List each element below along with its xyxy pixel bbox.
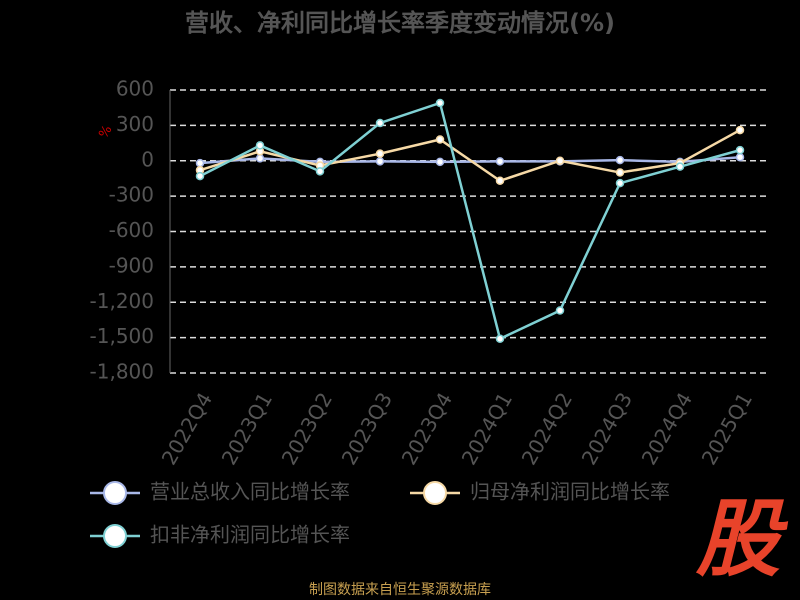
x-tick-label: 2022Q4 bbox=[157, 388, 217, 469]
x-tick-label: 2023Q3 bbox=[337, 388, 397, 469]
x-tick-label: 2024Q2 bbox=[517, 388, 577, 469]
point bbox=[255, 141, 265, 150]
point bbox=[495, 334, 505, 344]
y-tick-label: 0 bbox=[141, 147, 154, 171]
x-tick-label: 2024Q3 bbox=[577, 388, 637, 469]
y-tick-label: -600 bbox=[109, 218, 154, 242]
point bbox=[375, 118, 385, 128]
point bbox=[735, 145, 745, 155]
y-axis-label: % bbox=[96, 123, 115, 141]
x-tick-label: 2023Q2 bbox=[277, 388, 337, 469]
point bbox=[615, 178, 625, 188]
series-line bbox=[199, 101, 741, 341]
y-tick-label: -300 bbox=[109, 183, 154, 207]
point bbox=[615, 168, 625, 177]
y-tick-label: 600 bbox=[116, 77, 154, 101]
x-tick-label: 2023Q4 bbox=[397, 388, 457, 469]
point bbox=[735, 152, 745, 162]
point bbox=[195, 158, 205, 168]
legend-marker bbox=[423, 481, 447, 505]
point bbox=[375, 157, 385, 166]
point bbox=[555, 306, 565, 315]
point bbox=[495, 176, 505, 186]
point bbox=[315, 167, 325, 176]
source-note: 制图数据来自恒生聚源数据库 bbox=[309, 582, 491, 598]
point bbox=[255, 154, 265, 163]
legend-label: 归母净利润同比增长率 bbox=[470, 480, 670, 504]
legend-marker bbox=[103, 524, 127, 548]
point bbox=[735, 125, 745, 135]
x-tick-label: 2025Q1 bbox=[697, 388, 757, 469]
point bbox=[435, 98, 445, 108]
y-tick-label: -1,500 bbox=[90, 324, 154, 348]
x-tick-label: 2023Q1 bbox=[217, 388, 277, 469]
point bbox=[375, 149, 385, 158]
point bbox=[195, 171, 205, 181]
logo: 股 bbox=[695, 490, 789, 588]
point bbox=[555, 156, 565, 165]
point bbox=[495, 157, 505, 166]
point bbox=[435, 135, 445, 144]
legend-marker bbox=[103, 481, 127, 505]
chart-title: 营收、净利同比增长率季度变动情况(%) bbox=[185, 9, 615, 37]
legend-label: 营业总收入同比增长率 bbox=[150, 480, 350, 504]
y-tick-label: -900 bbox=[109, 253, 154, 277]
x-tick-label: 2024Q1 bbox=[457, 388, 517, 469]
point bbox=[615, 155, 625, 165]
legend-label: 扣非净利润同比增长率 bbox=[150, 523, 350, 547]
point bbox=[435, 157, 445, 167]
y-tick-label: 300 bbox=[116, 112, 154, 136]
point bbox=[675, 162, 685, 171]
x-tick-label: 2024Q4 bbox=[637, 388, 697, 469]
y-tick-label: -1,200 bbox=[90, 289, 154, 313]
y-tick-label: -1,800 bbox=[90, 360, 154, 384]
